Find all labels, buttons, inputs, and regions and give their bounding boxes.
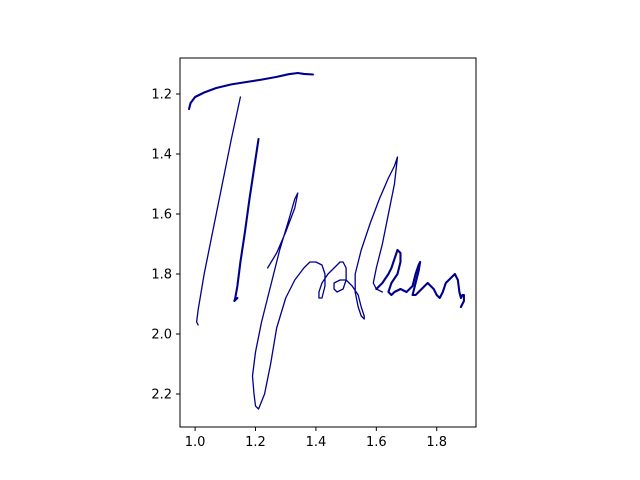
y-tick-label: 1.2 <box>151 88 172 103</box>
y-tick-label: 1.6 <box>151 208 172 223</box>
axes-frame <box>179 57 477 428</box>
y-tick-label: 1.8 <box>151 268 172 283</box>
signature-stroke-4 <box>251 156 399 410</box>
x-tick-label: 1.6 <box>366 435 387 450</box>
signature-stroke-3 <box>233 137 260 303</box>
y-tick-label: 1.4 <box>151 148 172 163</box>
y-tick-label: 2.0 <box>151 328 172 343</box>
signature-stroke-2 <box>195 96 242 326</box>
y-tick-label: 2.2 <box>151 388 172 403</box>
y-axis: 1.2 1.4 1.6 1.8 2.0 2.2 <box>151 88 180 403</box>
x-tick-label: 1.4 <box>306 435 327 450</box>
x-tick-label: 1.0 <box>185 435 206 450</box>
signature-stroke-1 <box>188 71 314 111</box>
x-tick-label: 1.2 <box>245 435 266 450</box>
x-axis: 1.0 1.2 1.4 1.6 1.8 <box>185 427 447 450</box>
x-tick-label: 1.8 <box>426 435 447 450</box>
plot-area <box>188 71 465 410</box>
signature-stroke-5 <box>375 248 465 309</box>
